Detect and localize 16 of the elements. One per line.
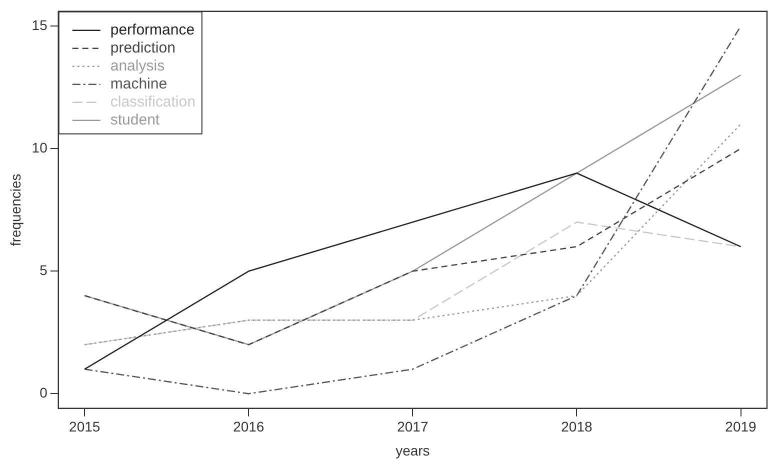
legend-label: student xyxy=(110,112,160,129)
x-tick-label: 2018 xyxy=(561,418,592,435)
x-tick-label: 2017 xyxy=(397,418,428,435)
y-tick-label: 5 xyxy=(40,262,48,278)
legend-label: analysis xyxy=(110,58,165,75)
y-tick-label: 15 xyxy=(32,16,48,33)
y-tick-label: 0 xyxy=(40,384,48,401)
legend-label: machine xyxy=(110,76,168,93)
x-tick-label: 2016 xyxy=(233,418,264,435)
y-axis-title: frequencies xyxy=(7,174,24,246)
x-tick-label: 2019 xyxy=(725,418,757,435)
x-tick-label: 2015 xyxy=(69,418,100,435)
x-axis-title: years xyxy=(396,442,430,458)
legend-label: prediction xyxy=(110,40,176,57)
legend-label: performance xyxy=(110,22,195,39)
y-tick-label: 10 xyxy=(32,139,48,156)
